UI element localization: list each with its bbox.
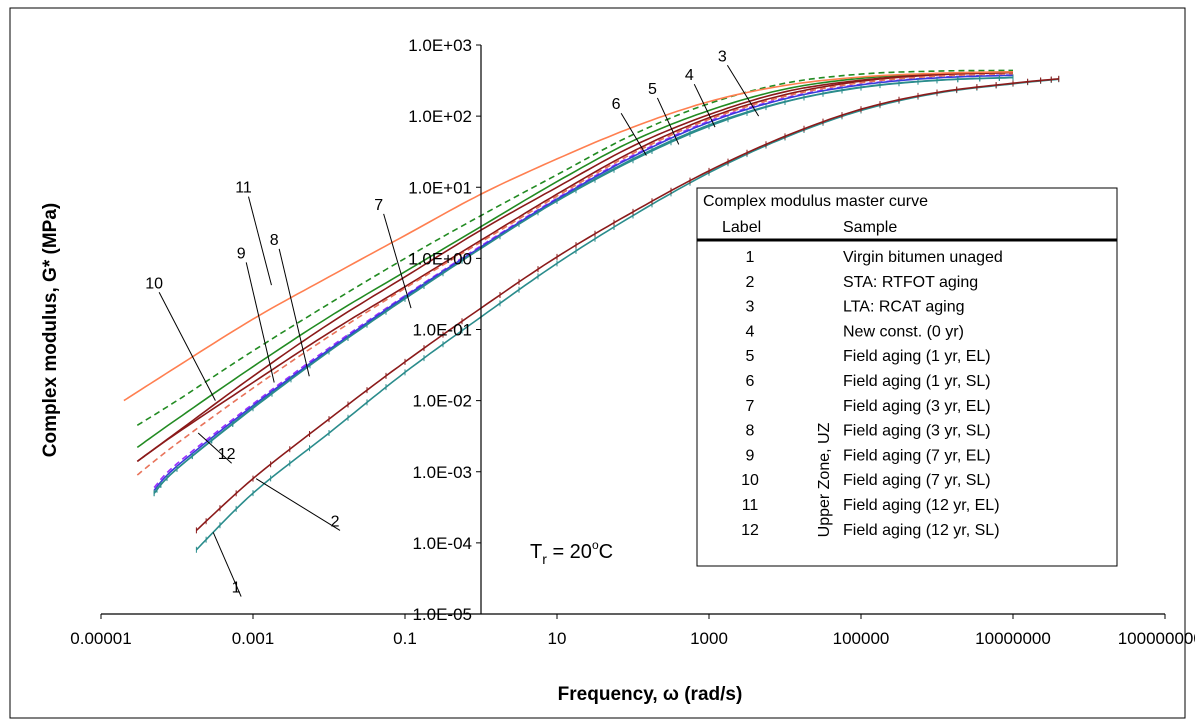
y-axis-title: Complex modulus, G* (MPa) — [40, 203, 61, 457]
legend-col-label: Label — [722, 219, 761, 236]
legend-row-sample: Field aging (1 yr, SL) — [843, 373, 991, 390]
x-tick-label: 1000 — [690, 629, 728, 648]
legend-row-sample: Field aging (12 yr, SL) — [843, 522, 1000, 539]
legend-row-label: 10 — [741, 472, 759, 489]
legend-row-sample: LTA: RCAT aging — [843, 299, 965, 316]
legend-row-sample: Field aging (12 yr, EL) — [843, 497, 1000, 514]
y-tick-label: 1.0E-03 — [412, 463, 472, 482]
legend-row-sample: Field aging (1 yr, EL) — [843, 348, 991, 365]
curve-label-2: 2 — [331, 513, 340, 530]
leader-line-2 — [255, 478, 341, 531]
curve-label-8: 8 — [270, 232, 279, 249]
legend-side-label: Upper Zone, UZ — [816, 422, 833, 537]
legend-row-sample: Field aging (3 yr, SL) — [843, 423, 991, 440]
legend-box — [696, 187, 1118, 567]
legend-row-label: 8 — [746, 423, 755, 440]
y-tick-label: 1.0E-01 — [412, 321, 472, 340]
legend-row-label: 5 — [746, 348, 755, 365]
leader-line-10 — [158, 292, 216, 401]
legend-row-sample: New const. (0 yr) — [843, 323, 964, 340]
y-tick-label: 1.0E-02 — [412, 392, 472, 411]
curve-label-5: 5 — [648, 81, 657, 98]
reference-temperature-annotation: Tr = 20oC — [530, 538, 613, 567]
legend-row-label: 11 — [742, 497, 759, 514]
legend-title: Complex modulus master curve — [703, 193, 928, 210]
leader-line-1 — [212, 532, 242, 597]
series-line-7 — [136, 71, 1014, 449]
legend-row-label: 7 — [746, 398, 755, 415]
series-line-10 — [136, 69, 1013, 426]
legend-row-sample: Virgin bitumen unaged — [843, 249, 1003, 266]
y-tick-label: 1.0E+00 — [408, 249, 472, 268]
leader-line-9 — [245, 262, 275, 383]
leader-line-8 — [278, 248, 310, 377]
y-tick-label: 1.0E+03 — [408, 36, 472, 55]
legend-row-sample: Field aging (3 yr, EL) — [843, 398, 991, 415]
y-tick-label: 1.0E+02 — [408, 107, 472, 126]
curve-label-4: 4 — [685, 67, 694, 84]
curve-label-10: 10 — [145, 275, 163, 292]
legend-rows: 1 Virgin bitumen unaged 2 STA: RTFOT aging 3… — [741, 249, 1003, 539]
leader-line-7 — [383, 213, 412, 309]
leader-line-6 — [620, 112, 647, 156]
ticks-layer: 0.00001 0.001 0.1 10 1000 100000 10000000 10000… — [70, 36, 1195, 648]
legend-row-label: 9 — [746, 447, 755, 464]
legend-row-sample: STA: RTFOT aging — [843, 274, 978, 291]
curve-label-3: 3 — [718, 48, 727, 65]
y-tick-label: 1.0E-04 — [412, 534, 472, 553]
legend-row-label: 6 — [746, 373, 755, 390]
curve-label-9: 9 — [237, 245, 246, 262]
leader-line-12 — [197, 432, 232, 464]
legend-row-sample: Field aging (7 yr, SL) — [843, 472, 991, 489]
curve-label-7: 7 — [374, 197, 383, 214]
curve-label-1: 1 — [232, 580, 241, 597]
legend-row-sample: Field aging (7 yr, EL) — [843, 447, 991, 464]
series-line-8 — [136, 72, 1014, 476]
x-tick-label: 10 — [548, 629, 567, 648]
x-tick-label: 1000000000 — [1118, 629, 1195, 648]
legend-row-label: 12 — [741, 522, 759, 539]
leader-line-5 — [656, 97, 680, 145]
x-tick-label: 100000 — [833, 629, 890, 648]
curve-label-12: 12 — [218, 446, 236, 463]
legend-row-label: 1 — [746, 249, 755, 266]
leader-line-11 — [248, 196, 272, 286]
x-tick-label: 10000000 — [975, 629, 1051, 648]
leader-line-4 — [693, 83, 716, 128]
leader-line-3 — [726, 65, 760, 117]
legend-col-sample: Sample — [843, 219, 897, 236]
legend-row-label: 4 — [746, 323, 755, 340]
y-tick-label: 1.0E+01 — [408, 178, 472, 197]
series-line-11 — [123, 71, 1014, 402]
series-line-9 — [136, 71, 1014, 463]
curve-label-11: 11 — [235, 180, 252, 197]
curves-layer — [123, 69, 1060, 553]
x-tick-label: 0.00001 — [70, 629, 131, 648]
legend-row-label: 2 — [746, 274, 755, 291]
y-tick-label: 1.0E-05 — [412, 605, 472, 624]
series-line-4 — [136, 71, 1014, 463]
legend-row-label: 3 — [746, 299, 755, 316]
x-axis-title: Frequency, ω (rad/s) — [558, 684, 743, 705]
x-tick-label: 0.001 — [232, 629, 275, 648]
x-tick-label: 0.1 — [393, 629, 417, 648]
legend: Complex modulus master curve Label Sampl… — [696, 187, 1118, 567]
curve-label-6: 6 — [612, 96, 621, 113]
